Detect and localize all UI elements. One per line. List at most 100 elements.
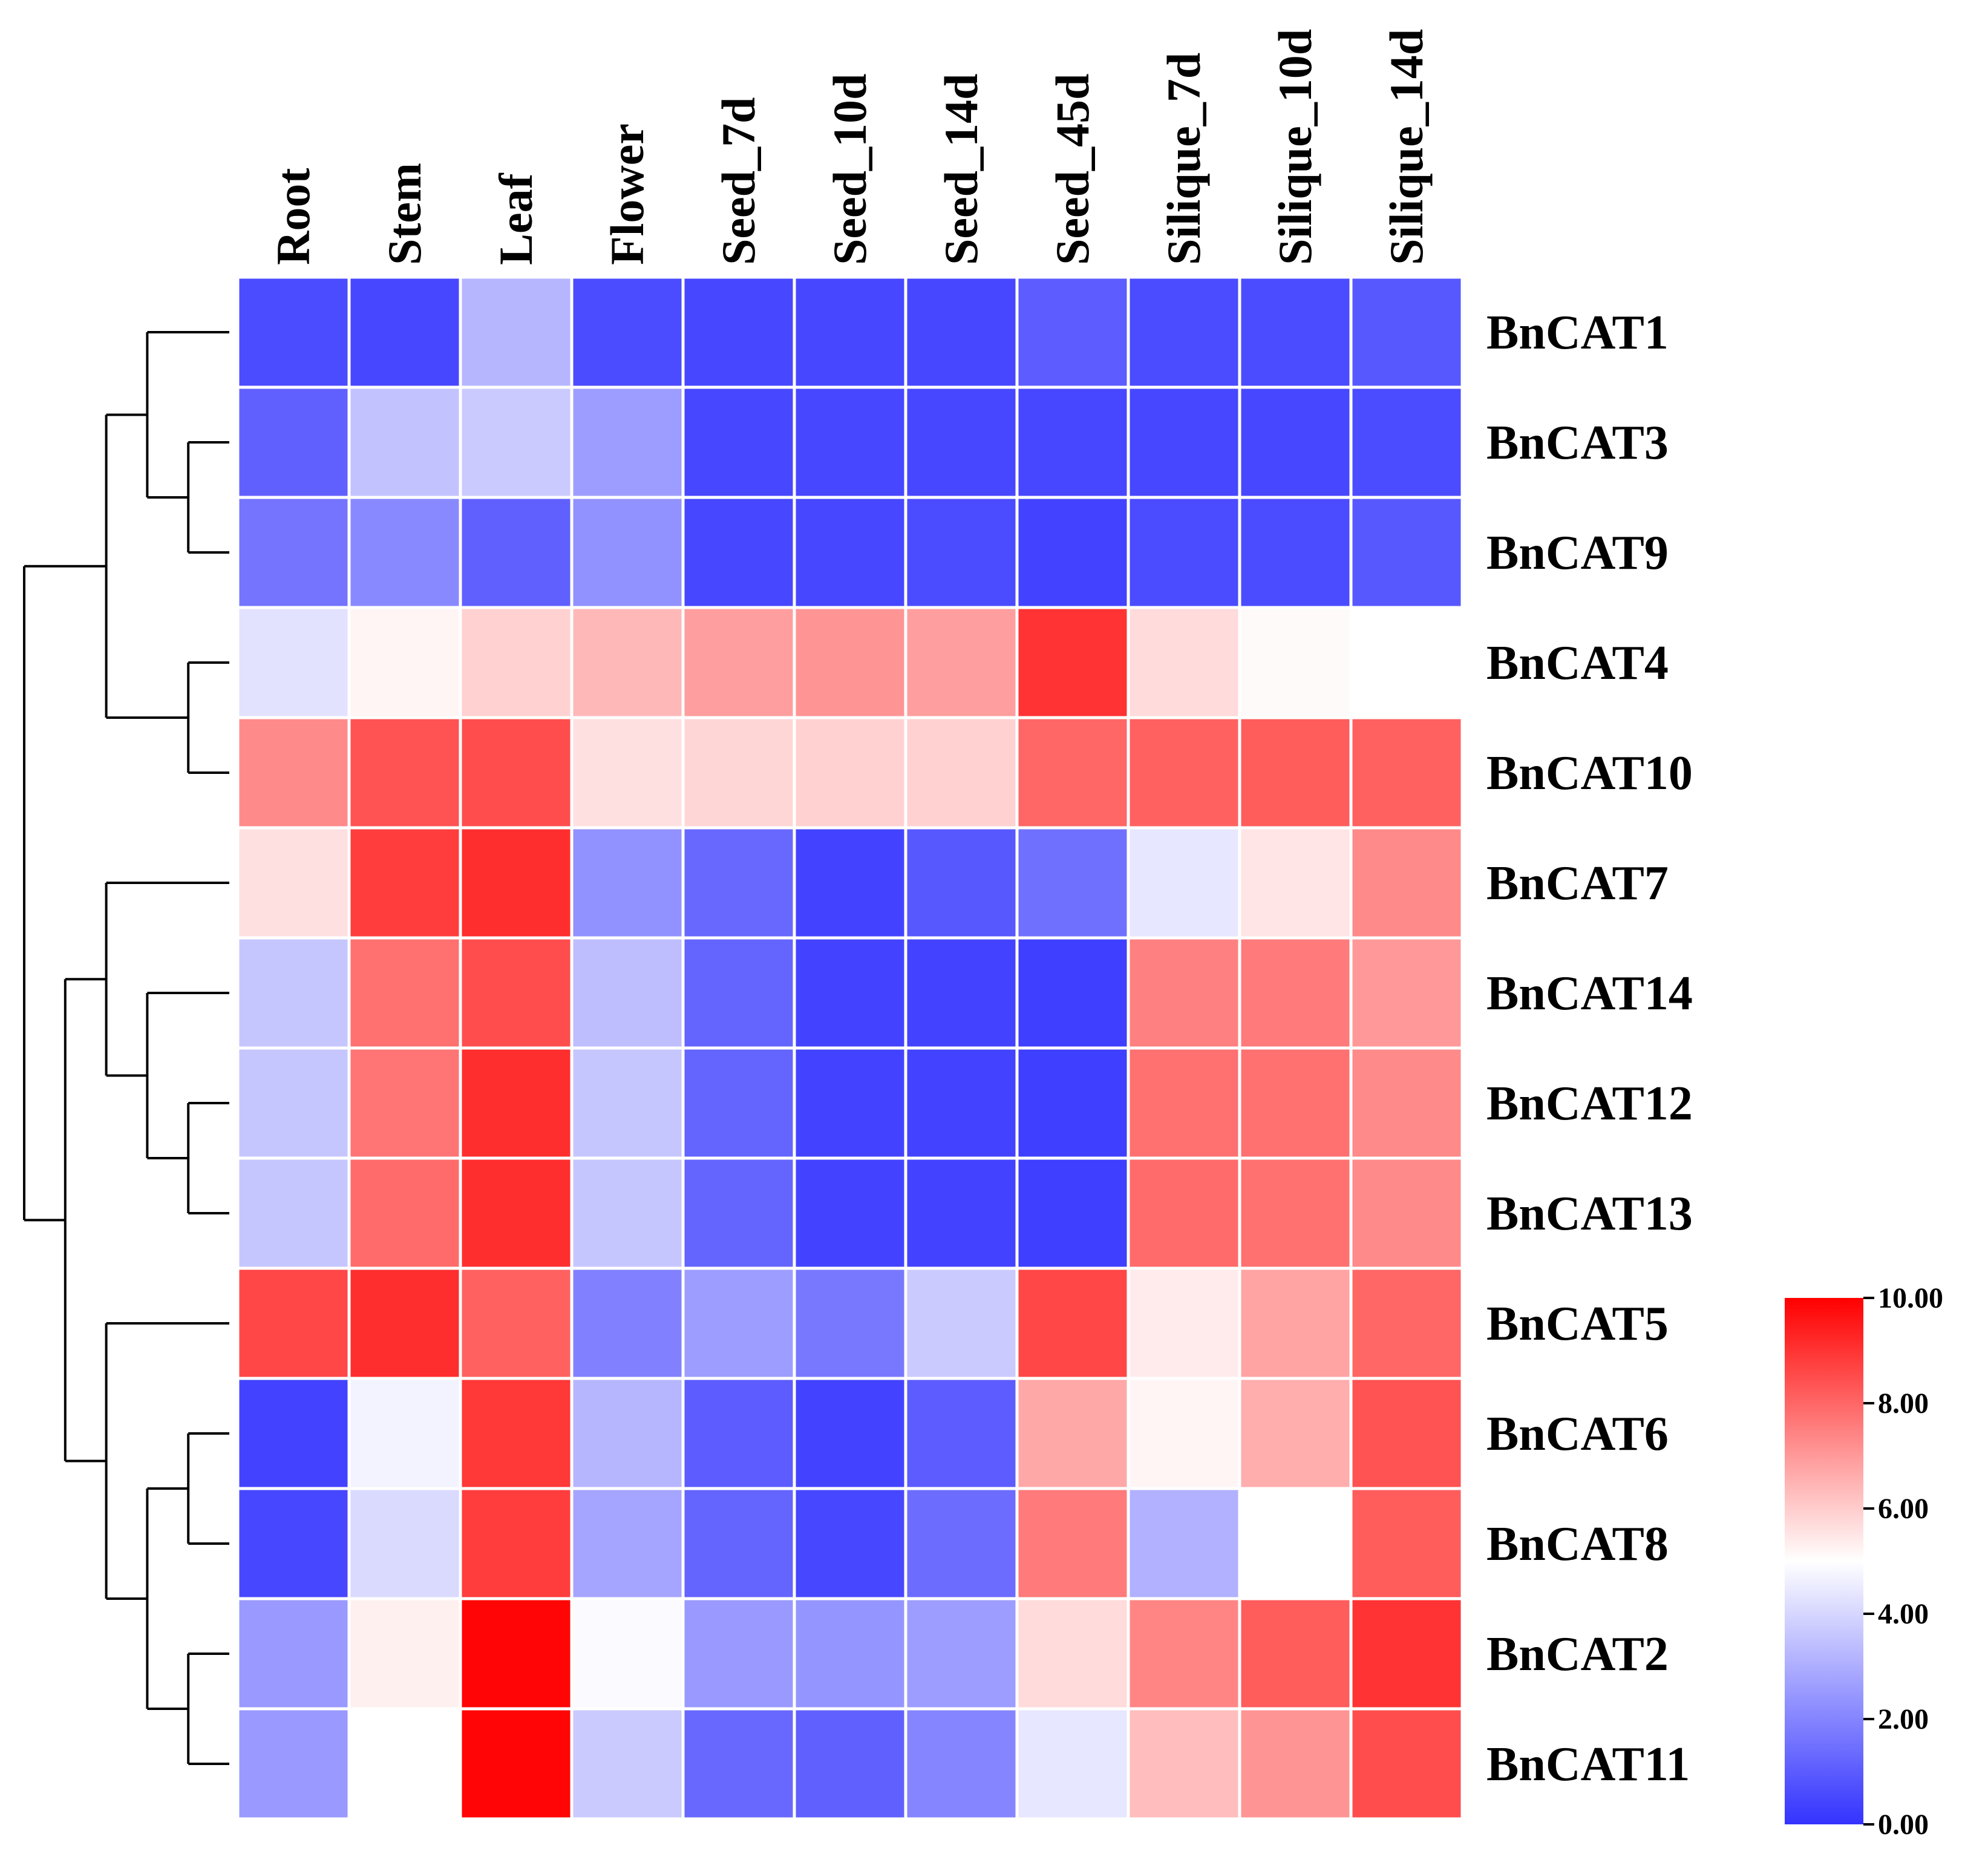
heatmap-cell: [570, 1046, 685, 1160]
heatmap-cell: [1015, 1156, 1130, 1270]
heatmap-cell: [459, 385, 574, 499]
heatmap-cell: [236, 385, 351, 499]
heatmap-cell: [681, 606, 796, 719]
heatmap-cell: [236, 1597, 351, 1711]
heatmap-cell: [347, 716, 462, 830]
heatmap-cell: [904, 1266, 1019, 1380]
heatmap-cell: [1238, 1487, 1353, 1600]
heatmap-cell: [793, 275, 907, 389]
heatmap-cell: [347, 1377, 462, 1490]
heatmap-cell: [236, 1046, 351, 1160]
heatmap-cell: [1349, 496, 1464, 609]
column-label: Flower: [601, 123, 653, 265]
heatmap-cell: [1349, 385, 1464, 499]
heatmap-cell: [1126, 716, 1241, 830]
heatmap-cell: [904, 1377, 1019, 1490]
heatmap-cell: [570, 936, 685, 1050]
heatmap-cell: [1126, 385, 1241, 499]
heatmap-cell: [347, 936, 462, 1050]
heatmap-cell: [1238, 1707, 1353, 1821]
heatmap-cell: [1238, 275, 1353, 389]
heatmap-cell: [570, 826, 685, 940]
heatmap-cell: [904, 1707, 1019, 1821]
heatmap-cell: [1349, 1377, 1464, 1490]
heatmap-cell: [1126, 496, 1241, 609]
column-label: Root: [267, 168, 319, 265]
heatmap-cell: [793, 1487, 907, 1600]
heatmap-cell: [1238, 606, 1353, 719]
row-label: BnCAT8: [1486, 1518, 1669, 1571]
heatmap-cell: [904, 1156, 1019, 1270]
heatmap-cell: [570, 716, 685, 830]
column-label: Silique_7d: [1157, 53, 1210, 265]
heatmap-cell: [1349, 275, 1464, 389]
heatmap-cell: [1349, 716, 1464, 830]
legend-tick-label: 10.00: [1878, 1282, 1943, 1314]
heatmap-cell: [1126, 936, 1241, 1050]
row-label: BnCAT6: [1486, 1407, 1669, 1461]
heatmap-cell: [1238, 496, 1353, 609]
legend-tick-label: 2.00: [1878, 1703, 1929, 1735]
heatmap-cell: [236, 1707, 351, 1821]
heatmap-cell: [1015, 936, 1130, 1050]
heatmap-cell: [1015, 606, 1130, 719]
heatmap-cell: [1015, 826, 1130, 940]
row-label: BnCAT3: [1486, 416, 1669, 470]
column-label: Seed_14d: [935, 74, 987, 265]
heatmap-cell: [681, 275, 796, 389]
heatmap-cell: [793, 385, 907, 499]
row-label: BnCAT9: [1486, 526, 1669, 580]
row-label: BnCAT1: [1486, 306, 1669, 359]
heatmap-cell: [570, 1597, 685, 1711]
heatmap-cell: [459, 716, 574, 830]
heatmap-cell: [1015, 1266, 1130, 1380]
heatmap-cell: [1238, 1266, 1353, 1380]
heatmap-cell: [904, 1597, 1019, 1711]
heatmap-cell: [1015, 1707, 1130, 1821]
heatmap-cell: [347, 275, 462, 389]
heatmap-cell: [681, 1377, 796, 1490]
heatmap-cell: [681, 1046, 796, 1160]
heatmap-cell: [570, 275, 685, 389]
column-label: Leaf: [489, 172, 542, 265]
heatmap-cell: [1126, 1597, 1241, 1711]
heatmap-cell: [904, 385, 1019, 499]
heatmap-cell: [347, 385, 462, 499]
heatmap-cell: [681, 1156, 796, 1270]
heatmap-cell: [459, 606, 574, 719]
row-label: BnCAT14: [1486, 967, 1693, 1020]
heatmap-cell: [236, 1156, 351, 1270]
heatmap-cell: [236, 275, 351, 389]
row-label: BnCAT11: [1486, 1738, 1690, 1791]
heatmap-cell: [347, 606, 462, 719]
heatmap-cell: [1126, 1266, 1241, 1380]
heatmap-cell: [1015, 496, 1130, 609]
heatmap-cell: [793, 826, 907, 940]
heatmap-cell: [1349, 936, 1464, 1050]
heatmap-cell: [904, 496, 1019, 609]
heatmap-cell: [347, 826, 462, 940]
row-label: BnCAT5: [1486, 1297, 1669, 1351]
heatmap-cell: [1015, 716, 1130, 830]
heatmap-cell: [347, 1597, 462, 1711]
heatmap-cell: [1015, 1377, 1130, 1490]
heatmap-cell: [681, 936, 796, 1050]
heatmap-cell: [570, 1156, 685, 1270]
legend-tick-label: 4.00: [1878, 1598, 1929, 1630]
row-labels: BnCAT1 BnCAT3 BnCAT9 BnCAT4 BnCAT10 BnCAT7 BnC…: [1486, 306, 1693, 1791]
heatmap-cell: [1238, 1046, 1353, 1160]
heatmap-cell: [459, 1156, 574, 1270]
heatmap-cells: [236, 275, 1464, 1821]
row-label: BnCAT2: [1486, 1628, 1669, 1681]
heatmap-cell: [1126, 1046, 1241, 1160]
heatmap-cell: [347, 1156, 462, 1270]
heatmap-cell: [459, 1377, 574, 1490]
heatmap-cell: [347, 1707, 462, 1821]
heatmap-cell: [1126, 1156, 1241, 1270]
heatmap-cell: [1238, 716, 1353, 830]
heatmap-cell: [1349, 1487, 1464, 1600]
legend-tick-label: 6.00: [1878, 1493, 1929, 1525]
heatmap-cell: [793, 496, 907, 609]
heatmap-cell: [1349, 606, 1464, 719]
